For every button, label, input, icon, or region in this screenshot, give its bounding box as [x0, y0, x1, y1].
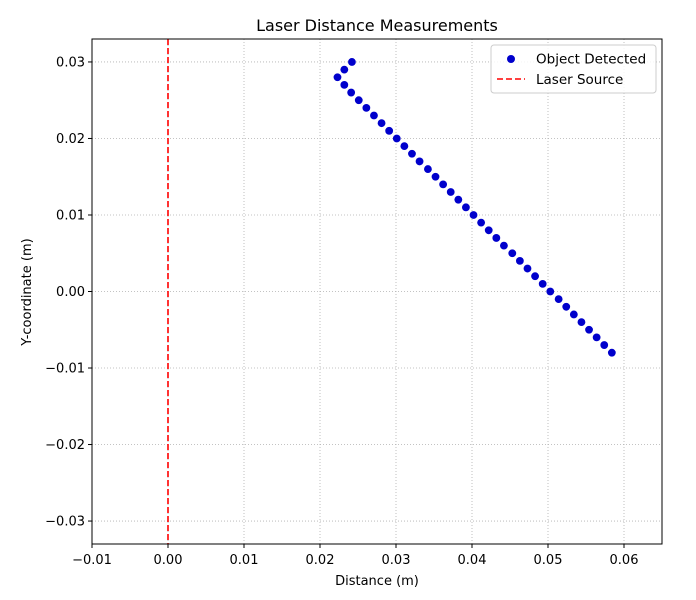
- y-tick-label: −0.01: [45, 362, 85, 377]
- x-tick-label: 0.05: [534, 553, 563, 568]
- data-point: [362, 103, 371, 112]
- data-point: [546, 287, 555, 296]
- data-point: [492, 234, 501, 242]
- y-tick-label: −0.02: [45, 438, 85, 453]
- data-point: [462, 203, 470, 212]
- data-point: [531, 272, 539, 281]
- data-point: [424, 165, 432, 173]
- legend: Object Detected Laser Source: [490, 44, 657, 94]
- data-point: [340, 65, 349, 74]
- data-point: [415, 157, 424, 166]
- y-tick-label: 0.02: [56, 132, 85, 147]
- data-point: [585, 325, 593, 334]
- data-point: [454, 195, 463, 204]
- x-tick-label: 0.02: [306, 553, 335, 568]
- data-point: [347, 88, 356, 97]
- y-tick-label: 0.00: [56, 285, 85, 300]
- data-point: [600, 341, 609, 349]
- data-point: [392, 134, 401, 143]
- data-point: [515, 256, 524, 265]
- x-tick-label: 0.04: [458, 553, 487, 568]
- data-point: [538, 279, 547, 288]
- data-point: [377, 119, 386, 128]
- data-point: [370, 111, 378, 120]
- data-point: [400, 142, 409, 151]
- data-point: [340, 81, 349, 89]
- data-point: [477, 218, 486, 227]
- data-point: [354, 96, 363, 105]
- data-point: [348, 58, 356, 66]
- legend-label-object-detected: Object Detected: [536, 52, 646, 68]
- data-point: [508, 249, 517, 258]
- y-tick-label: 0.01: [56, 208, 85, 223]
- data-point: [469, 211, 478, 219]
- plot-series: [167, 39, 616, 544]
- y-tick-label: −0.03: [45, 515, 85, 530]
- legend-box: [490, 44, 657, 94]
- x-tick-label: 0.06: [610, 553, 639, 568]
- ticks: −0.01 0.00 0.01 0.02 0.03 0.04 0.05 0.06 −0.03 −0…: [45, 55, 638, 568]
- data-point: [523, 264, 532, 273]
- x-tick-label: 0.00: [154, 553, 183, 568]
- data-point: [333, 73, 342, 82]
- data-point: [385, 126, 394, 135]
- data-point: [484, 226, 493, 235]
- data-point: [562, 302, 571, 311]
- y-tick-label: 0.03: [56, 55, 85, 70]
- data-point: [408, 149, 416, 158]
- data-point: [554, 295, 563, 304]
- data-point: [500, 241, 508, 250]
- data-point: [607, 348, 616, 357]
- x-tick-label: 0.01: [230, 553, 259, 568]
- data-point: [446, 188, 455, 196]
- data-point: [569, 310, 578, 319]
- data-point: [592, 333, 601, 342]
- x-tick-label: 0.03: [382, 553, 411, 568]
- data-point: [439, 180, 448, 189]
- y-axis-label: Y-coordinate (m): [20, 238, 35, 346]
- chart-title: Laser Distance Measurements: [256, 16, 498, 35]
- data-point: [577, 318, 586, 327]
- x-tick-label: −0.01: [72, 553, 112, 568]
- data-point: [431, 172, 440, 181]
- legend-marker-object-detected: [507, 55, 515, 63]
- x-axis-label: Distance (m): [335, 574, 419, 589]
- legend-label-laser-source: Laser Source: [536, 72, 623, 88]
